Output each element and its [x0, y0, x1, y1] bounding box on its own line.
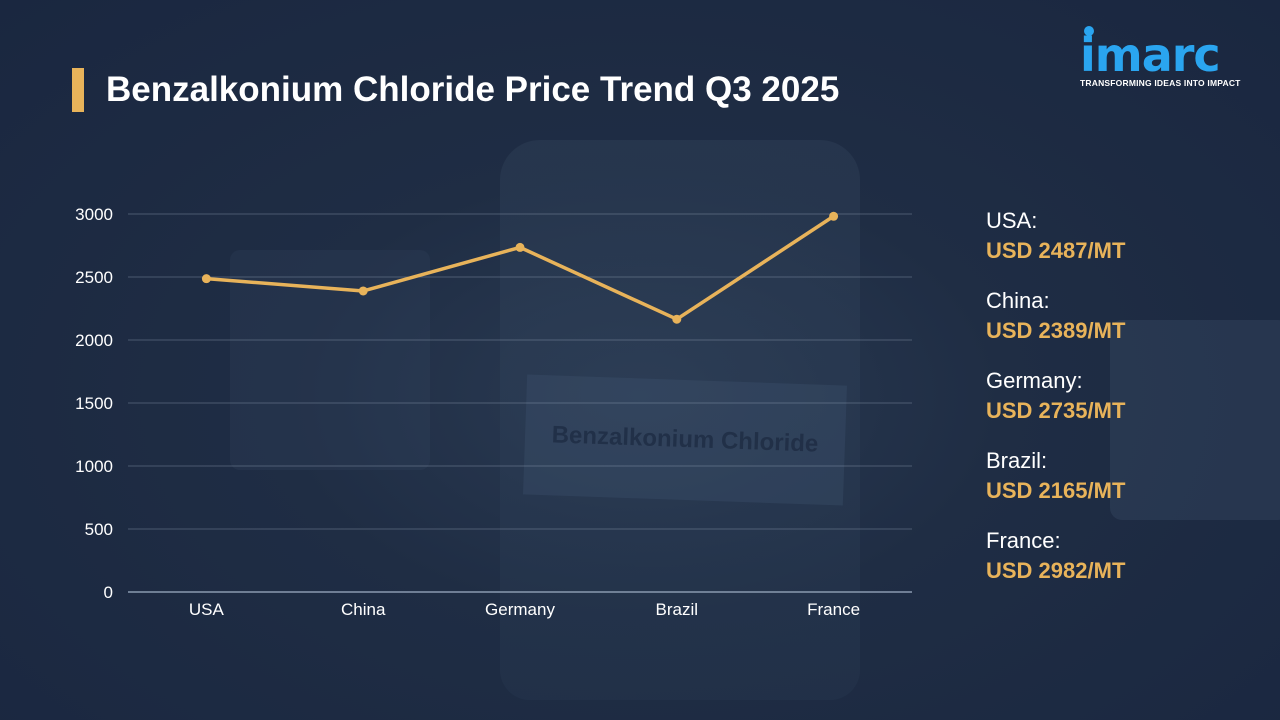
legend-price: USD 2389/MT	[986, 318, 1126, 343]
legend-price: USD 2982/MT	[986, 558, 1126, 583]
y-tick-label: 500	[85, 520, 113, 539]
legend-price: USD 2735/MT	[986, 398, 1126, 423]
logo-text: imarc	[1080, 28, 1221, 82]
legend-item: Brazil: USD 2165/MT	[986, 446, 1125, 506]
legend-country: Germany:	[986, 368, 1083, 393]
legend-item: USA: USD 2487/MT	[986, 206, 1125, 266]
x-tick-label: China	[341, 600, 386, 619]
x-tick-label: Brazil	[656, 600, 699, 619]
legend-country: USA:	[986, 208, 1038, 233]
data-point	[672, 314, 682, 324]
x-tick-label: Germany	[485, 600, 555, 619]
legend-price: USD 2165/MT	[986, 478, 1126, 503]
data-point	[829, 211, 839, 221]
logo-dot-icon	[1084, 26, 1094, 36]
logo-tagline: TRANSFORMING IDEAS INTO IMPACT	[1080, 78, 1241, 88]
data-point	[358, 286, 368, 296]
legend-item: China: USD 2389/MT	[986, 286, 1125, 346]
title-accent-bar	[72, 68, 84, 112]
x-tick-label: France	[807, 600, 860, 619]
y-tick-label: 0	[104, 583, 113, 602]
page-title: Benzalkonium Chloride Price Trend Q3 202…	[106, 70, 840, 109]
legend-item: Germany: USD 2735/MT	[986, 366, 1125, 426]
y-tick-label: 2000	[75, 331, 113, 350]
price-legend: USA: USD 2487/MT China: USD 2389/MT Germany:…	[986, 206, 1125, 606]
data-point	[201, 274, 211, 284]
legend-item: France: USD 2982/MT	[986, 526, 1125, 586]
legend-country: Brazil:	[986, 448, 1048, 473]
y-tick-label: 1000	[75, 457, 113, 476]
data-point	[515, 242, 525, 252]
y-tick-label: 3000	[75, 205, 113, 224]
x-tick-label: USA	[189, 600, 225, 619]
imarc-logo: imarc TRANSFORMING IDEAS INTO IMPACT	[1080, 26, 1250, 88]
legend-price: USD 2487/MT	[986, 238, 1126, 263]
legend-country: France:	[986, 528, 1061, 553]
legend-country: China:	[986, 288, 1050, 313]
y-tick-label: 2500	[75, 268, 113, 287]
price-line	[206, 214, 835, 321]
y-tick-label: 1500	[75, 394, 113, 413]
logo-wordmark: imarc	[1080, 26, 1250, 82]
